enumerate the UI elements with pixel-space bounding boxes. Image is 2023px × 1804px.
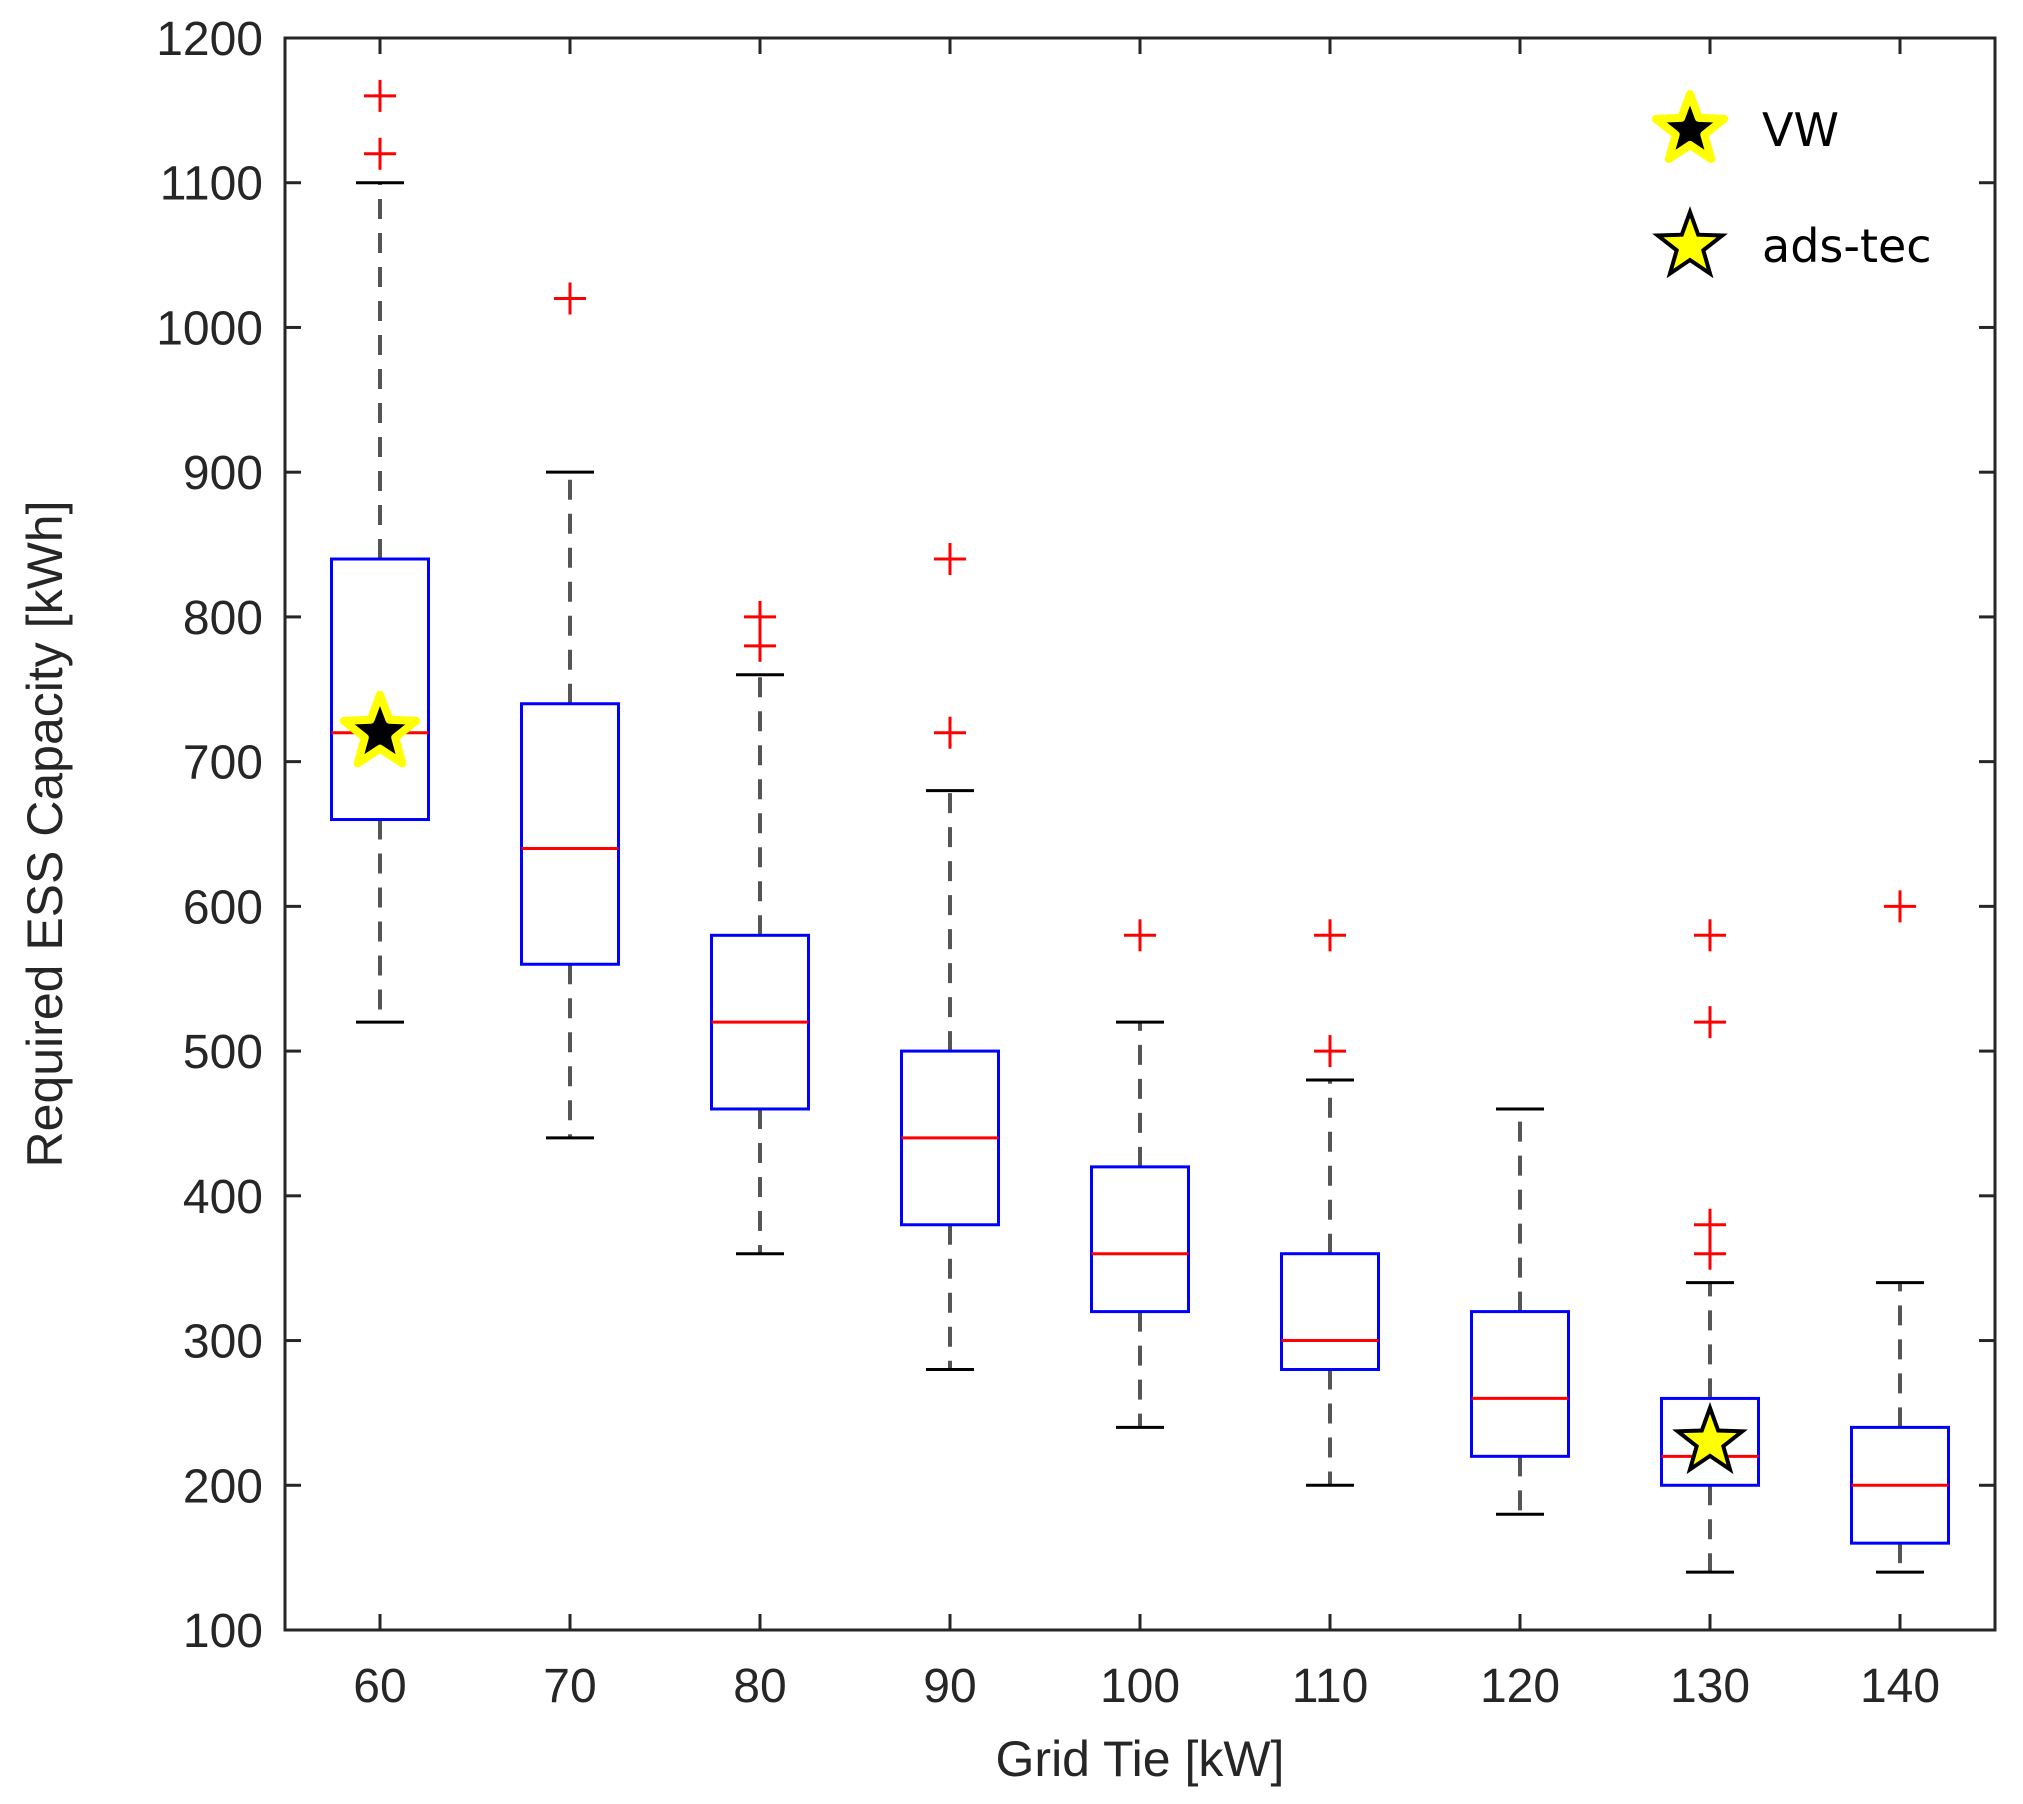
box-120 <box>1470 1107 1570 1516</box>
y-axis: 100 200 300 400 500 600 700 800 900 1000 1100 1200 <box>156 13 1995 1658</box>
y-tick-label: 500 <box>183 1026 263 1079</box>
outlier-point <box>1694 1237 1726 1270</box>
legend-marker <box>1652 206 1728 279</box>
box-130 <box>1660 919 1760 1574</box>
box-110 <box>1280 919 1380 1487</box>
y-tick-label: 200 <box>183 1460 263 1513</box>
outlier-point <box>364 137 396 170</box>
legend: VW ads-tec <box>1651 90 1932 279</box>
box-100 <box>1090 919 1190 1429</box>
box-iqr <box>1090 1165 1190 1314</box>
y-tick-label: 300 <box>183 1316 263 1369</box>
y-tick-label: 700 <box>183 737 263 790</box>
x-tick-label: 70 <box>543 1660 596 1713</box>
box-90 <box>900 543 1000 1371</box>
x-tick-label: 120 <box>1480 1660 1560 1713</box>
markers <box>339 690 1748 1475</box>
outlier-point <box>1694 1208 1726 1241</box>
x-axis: 60 70 80 90 100 110 120 130 140 <box>353 38 1940 1713</box>
outlier-point <box>554 282 586 315</box>
box-70 <box>520 282 620 1140</box>
box-iqr <box>1660 1396 1760 1487</box>
outlier-point <box>1694 1006 1726 1039</box>
y-tick-label: 600 <box>183 881 263 934</box>
star-marker-vw <box>339 690 421 768</box>
x-tick-label: 140 <box>1860 1660 1940 1713</box>
outlier-point <box>744 629 776 662</box>
outlier-point <box>1124 919 1156 952</box>
star-marker-ads-tec <box>1672 1402 1748 1475</box>
y-tick-label: 1000 <box>156 302 263 355</box>
box-iqr <box>1280 1252 1380 1371</box>
legend-label: ads-tec <box>1762 219 1932 273</box>
outlier-point <box>934 716 966 749</box>
outlier-point <box>1314 1035 1346 1068</box>
boxes <box>330 79 1950 1574</box>
y-tick-label: 900 <box>183 447 263 500</box>
outlier-point <box>364 79 396 112</box>
x-tick-label: 60 <box>353 1660 406 1713</box>
box-iqr <box>1470 1310 1570 1458</box>
outlier-point <box>744 600 776 633</box>
x-tick-label: 90 <box>923 1660 976 1713</box>
y-tick-label: 100 <box>183 1605 263 1658</box>
outlier-point <box>1694 919 1726 952</box>
y-tick-label: 400 <box>183 1171 263 1224</box>
x-tick-label: 100 <box>1100 1660 1180 1713</box>
outlier-point <box>934 543 966 576</box>
box-80 <box>710 600 810 1256</box>
box-iqr <box>520 702 620 966</box>
y-axis-label: Required ESS Capacity [kWh] <box>17 501 73 1168</box>
outlier-point <box>1884 890 1916 923</box>
x-tick-label: 110 <box>1292 1660 1369 1713</box>
box-60 <box>330 79 430 1024</box>
box-140 <box>1850 890 1950 1574</box>
box-iqr <box>330 557 430 822</box>
x-axis-label: Grid Tie [kW] <box>996 1731 1285 1787</box>
legend-label: VW <box>1762 103 1839 157</box>
x-tick-label: 130 <box>1670 1660 1750 1713</box>
legend-marker <box>1651 90 1729 164</box>
x-tick-label: 80 <box>733 1660 786 1713</box>
outlier-point <box>1314 919 1346 952</box>
y-tick-label: 800 <box>183 592 263 645</box>
y-tick-label: 1200 <box>156 13 263 66</box>
y-tick-label: 1100 <box>160 158 263 211</box>
